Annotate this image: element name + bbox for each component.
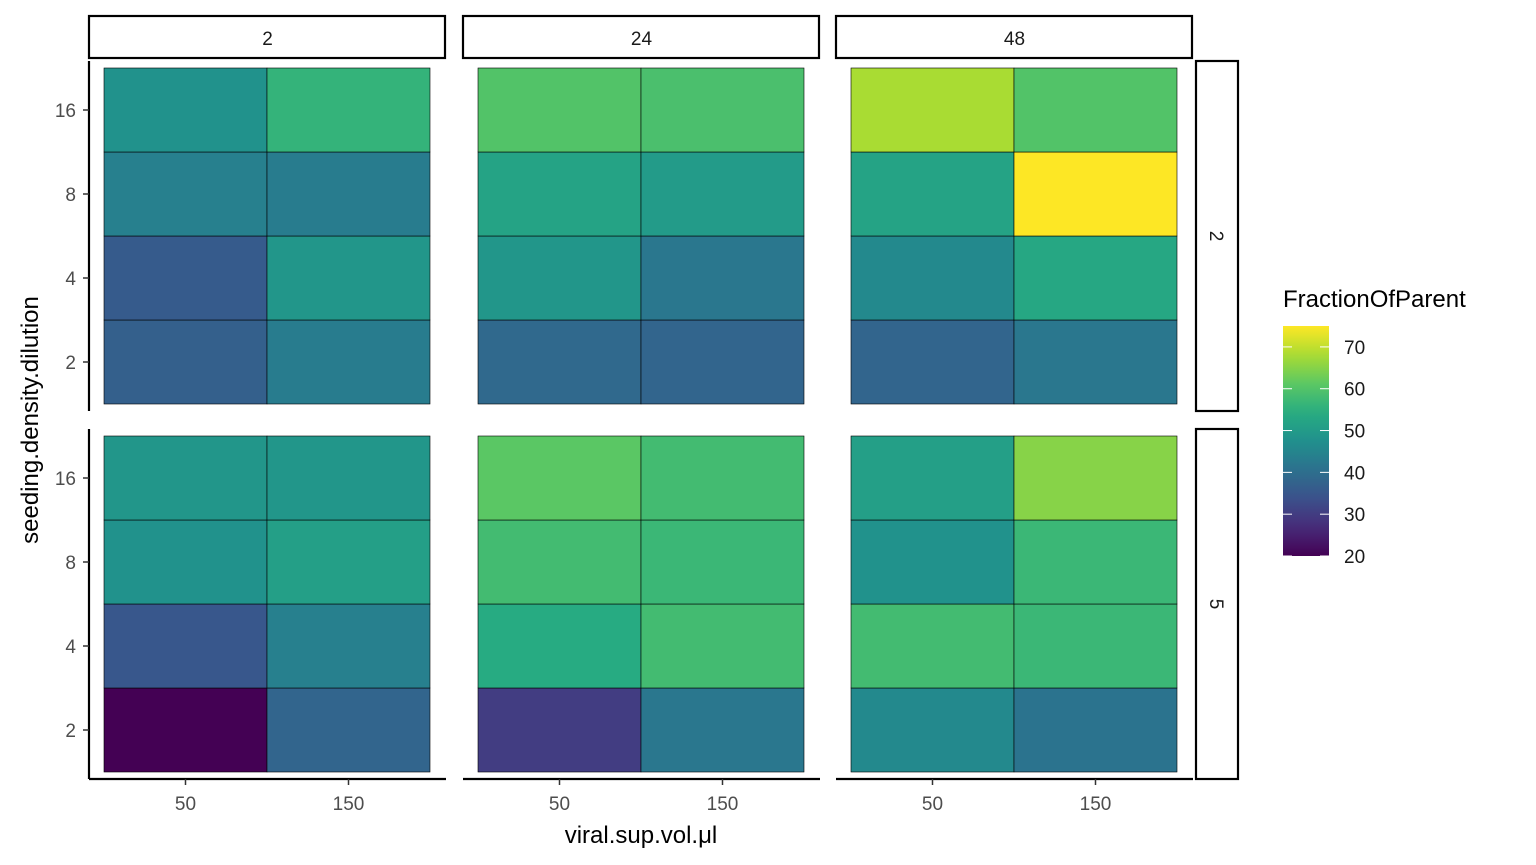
heatmap-cell (1013, 603, 1178, 689)
heatmap-cell (1013, 235, 1178, 321)
heatmap-cell (640, 519, 805, 605)
heatmap-cell (850, 235, 1015, 321)
panels-layer (103, 67, 1178, 773)
heatmap-cell (266, 603, 431, 689)
facet-panel (850, 435, 1178, 773)
heatmap-cell (266, 67, 431, 153)
y-axis-title: seeding.density.dilution (17, 296, 44, 544)
heatmap-cell (1013, 435, 1178, 521)
heatmap-cell (1013, 687, 1178, 773)
heatmap-cell (640, 151, 805, 237)
x-tick-label: 50 (549, 794, 570, 815)
heatmap-cell (266, 319, 431, 405)
heatmap-cell (103, 519, 268, 605)
row-facet-strip (1194, 427, 1240, 781)
heatmap-cell (103, 235, 268, 321)
row-facet-strip (1194, 59, 1240, 413)
heatmap-cell (640, 67, 805, 153)
heatmap-cell (1013, 519, 1178, 605)
y-tick-label: 2 (65, 721, 76, 742)
y-tick-label: 8 (65, 553, 76, 574)
facet-panel (477, 67, 805, 405)
facet-panel (477, 435, 805, 773)
y-tick-label: 4 (65, 269, 76, 290)
heatmap-cell (266, 519, 431, 605)
column-facet-strip (834, 14, 1194, 60)
legend-title: FractionOfParent (1283, 286, 1466, 313)
heatmap-cell (1013, 67, 1178, 153)
heatmap-cell (266, 151, 431, 237)
heatmap-cell (1013, 319, 1178, 405)
heatmap-cell (477, 687, 642, 773)
x-tick-label: 50 (175, 794, 196, 815)
heatmap-cell (477, 235, 642, 321)
heatmap-cell (850, 687, 1015, 773)
heatmap-cell (640, 319, 805, 405)
heatmap-cell (103, 319, 268, 405)
heatmap-cell (477, 519, 642, 605)
column-facet-strip (461, 14, 821, 60)
legend-tick-label: 20 (1344, 547, 1365, 568)
heatmap-cell (850, 319, 1015, 405)
heatmap-cell (850, 519, 1015, 605)
heatmap-cell (1013, 151, 1178, 237)
legend-tick-label: 60 (1344, 380, 1365, 401)
heatmap-cell (640, 687, 805, 773)
y-tick-label: 2 (65, 353, 76, 374)
y-tick-label: 4 (65, 637, 76, 658)
facet-panel (850, 67, 1178, 405)
heatmap-cell (850, 603, 1015, 689)
heatmap-cell (477, 67, 642, 153)
heatmap-cell (850, 435, 1015, 521)
y-tick-label: 8 (65, 185, 76, 206)
x-tick-label: 50 (922, 794, 943, 815)
legend-colorbar (1283, 326, 1329, 556)
heatmap-cell (266, 435, 431, 521)
column-facet-label: 24 (631, 29, 653, 50)
heatmap-cell (103, 603, 268, 689)
column-facet-strip (87, 14, 447, 60)
heatmap-cell (850, 151, 1015, 237)
heatmap-cell (266, 235, 431, 321)
facet-strips: 2 24 48 2 5 (87, 14, 1240, 781)
y-tick-label: 16 (55, 101, 76, 122)
heatmap-cell (850, 67, 1015, 153)
heatmap-cell (477, 603, 642, 689)
legend-tick-label: 50 (1344, 422, 1365, 443)
x-tick-label: 150 (707, 794, 739, 815)
color-legend: FractionOfParent 70 60 50 40 30 20 (1283, 286, 1466, 568)
x-tick-label: 150 (1080, 794, 1112, 815)
legend-tick-label: 40 (1344, 463, 1365, 484)
heatmap-cell (266, 687, 431, 773)
heatmap-cell (477, 435, 642, 521)
heatmap-cell (103, 67, 268, 153)
legend-tick-label: 70 (1344, 338, 1365, 359)
x-axis-title: viral.sup.vol.μl (565, 822, 718, 849)
heatmap-cell (477, 151, 642, 237)
facet-panel (103, 435, 431, 773)
row-facet-label: 5 (1205, 599, 1226, 610)
column-facet-label: 48 (1004, 29, 1025, 50)
y-tick-label: 16 (55, 469, 76, 490)
heatmap-cell (477, 319, 642, 405)
legend-tick-label: 30 (1344, 505, 1365, 526)
heatmap-cell (640, 435, 805, 521)
heatmap-cell (640, 235, 805, 321)
x-tick-label: 150 (333, 794, 365, 815)
heatmap-cell (103, 687, 268, 773)
column-facet-label: 2 (262, 29, 273, 50)
row-facet-label: 2 (1205, 231, 1226, 242)
facet-panel (103, 67, 431, 405)
heatmap-cell (640, 603, 805, 689)
heatmap-cell (103, 435, 268, 521)
heatmap-cell (103, 151, 268, 237)
